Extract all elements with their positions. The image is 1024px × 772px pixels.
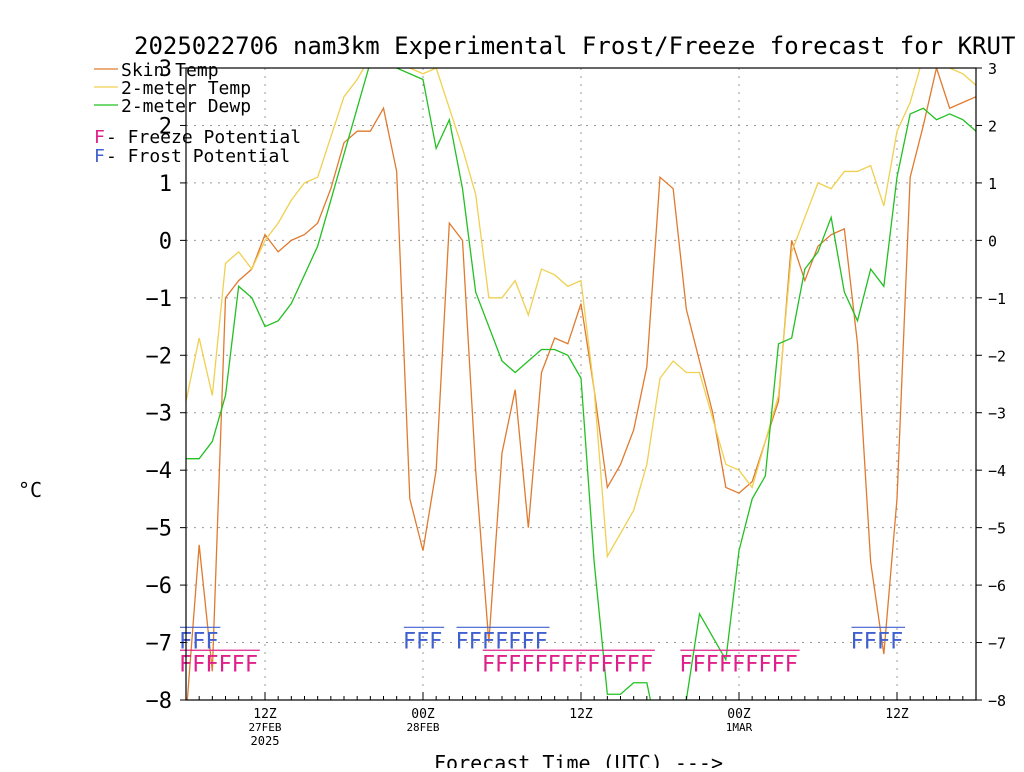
freeze-marker: F (495, 652, 508, 677)
freeze-marker: F (521, 652, 534, 677)
y-axis-left: −8 −7 −6 −5 −4 −3 −2 −1 0 1 2 3 (146, 57, 186, 714)
freeze-marker: F (640, 652, 653, 677)
frost-marker: F (851, 629, 864, 654)
y-tick-label-left: 2 (159, 114, 172, 139)
freeze-marker: F (205, 652, 218, 677)
y-tick-label-right: −1 (988, 290, 1006, 308)
freeze-marker: F (679, 652, 692, 677)
freeze-marker: F (535, 652, 548, 677)
series-line-2-meter-temp (186, 68, 976, 559)
freeze-marker: F (614, 652, 627, 677)
frost-marker: F (456, 629, 469, 654)
y-tick-label-left: −3 (146, 402, 173, 427)
y-tick-label-left: 3 (159, 57, 172, 82)
freeze-marker: F (548, 652, 561, 677)
frost-marker: F (192, 629, 205, 654)
freeze-marker: F (758, 652, 771, 677)
y-tick-label-left: −5 (146, 517, 173, 542)
freeze-marker: F (745, 652, 758, 677)
legend-label: 2-meter Temp (121, 78, 251, 99)
freeze-marker: F (732, 652, 745, 677)
potential-legend-text: - Freeze Potential (106, 127, 301, 148)
y-tick-label-right: 2 (988, 117, 997, 135)
freeze-marker: F (785, 652, 798, 677)
y-tick-label-right: −4 (988, 462, 1006, 480)
x-tick-label: 00Z (727, 707, 751, 722)
y-tick-label-left: 0 (159, 229, 172, 254)
y-tick-label-right: −7 (988, 635, 1006, 653)
freeze-marker: F (561, 652, 574, 677)
freeze-marker: F (245, 652, 258, 677)
x-tick-label: 12Z (569, 707, 593, 722)
frost-marker: F (495, 629, 508, 654)
freeze-marker: F (693, 652, 706, 677)
x-tick-date: 1MAR (726, 721, 753, 734)
y-tick-label-right: −8 (988, 692, 1006, 710)
frost-marker: F (416, 629, 429, 654)
freeze-marker: F (706, 652, 719, 677)
frost-marker: F (890, 629, 903, 654)
x-tick-label: 00Z (411, 707, 435, 722)
y-tick-label-right: −6 (988, 577, 1006, 595)
legend-label: 2-meter Dewp (121, 96, 251, 117)
freeze-marker: F (627, 652, 640, 677)
x-axis-label: Forecast Time (UTC) ---> (434, 751, 723, 768)
freeze-marker: F (192, 652, 205, 677)
frost-marker: F (205, 629, 218, 654)
freeze-marker: F (232, 652, 245, 677)
frost-marker: F (864, 629, 877, 654)
frost-marker: F (403, 629, 416, 654)
freeze-marker: F (482, 652, 495, 677)
y-tick-label-right: −3 (988, 405, 1006, 423)
y-tick-label-left: −4 (146, 459, 173, 484)
frost-marker: F (877, 629, 890, 654)
y-axis-label: °C (18, 478, 42, 502)
y-tick-label-right: 3 (988, 60, 997, 78)
freeze-marker: F (219, 652, 232, 677)
freeze-marker: F (508, 652, 521, 677)
x-tick-date: 27FEB (248, 721, 281, 734)
series-line-2-meter-dewp (186, 68, 976, 700)
y-tick-label-right: 1 (988, 175, 997, 193)
y-tick-label-right: −2 (988, 347, 1006, 365)
frost-marker: F (482, 629, 495, 654)
x-tick-date: 28FEB (406, 721, 439, 734)
potential-legend-letter: F (94, 146, 105, 167)
grid (186, 67, 976, 701)
chart-title: 2025022706 nam3km Experimental Frost/Fre… (134, 32, 1015, 60)
freeze-marker: F (719, 652, 732, 677)
potential-markers: F F F F F F F F F F F F F F F F F F F F F F F F F F F FF F F F F F F F F F F F… (179, 626, 905, 677)
legend-label: Skin Temp (121, 60, 219, 81)
frost-marker: F (521, 629, 534, 654)
potential-legend-letter: F (94, 127, 105, 148)
freeze-marker: F (772, 652, 785, 677)
y-tick-label-left: −7 (146, 632, 173, 657)
y-tick-label-right: 0 (988, 232, 997, 250)
potential-legend-text: - Frost Potential (106, 146, 290, 167)
series-layer (186, 68, 976, 700)
frost-marker: F (508, 629, 521, 654)
y-tick-label-left: −6 (146, 574, 173, 599)
freeze-marker: F (587, 652, 600, 677)
frost-marker: F (535, 629, 548, 654)
freeze-marker: F (574, 652, 587, 677)
frost-marker: F (469, 629, 482, 654)
series-line-skin-temp (186, 68, 976, 700)
frost-marker: F (429, 629, 442, 654)
y-tick-label-right: −5 (988, 520, 1006, 538)
y-tick-label-left: −1 (146, 287, 173, 312)
freeze-marker: F (600, 652, 613, 677)
x-tick-label: 12Z (885, 707, 909, 722)
x-tick-label: 12Z (253, 707, 277, 722)
y-tick-label-left: −2 (146, 344, 173, 369)
y-tick-label-left: −8 (146, 689, 173, 714)
y-tick-label-left: 1 (159, 172, 172, 197)
x-tick-year: 2025 (251, 734, 280, 748)
y-axis-right: −8 −7 −6 −5 −4 −3 −2 −1 0 1 2 3 (976, 60, 1006, 710)
